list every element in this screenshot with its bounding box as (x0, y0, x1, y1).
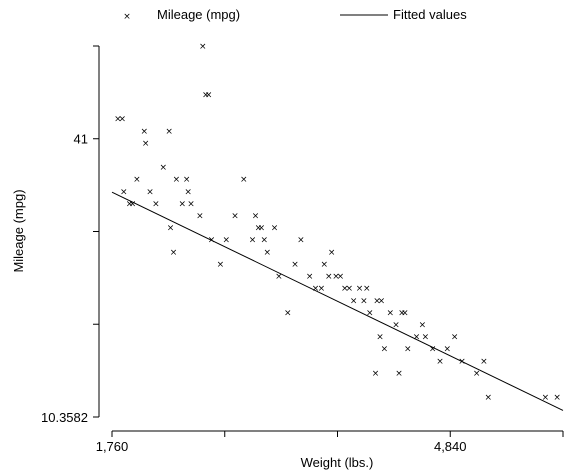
legend-label-fitted: Fitted values (393, 7, 467, 22)
data-point: × (140, 127, 148, 137)
data-point: × (291, 260, 299, 270)
data-point: × (372, 369, 380, 379)
data-point: × (376, 333, 384, 343)
data-point: × (306, 272, 314, 282)
data-point: × (356, 284, 364, 294)
data-point: × (392, 320, 400, 330)
data-point: × (366, 308, 374, 318)
data-point: × (146, 187, 154, 197)
data-point: × (444, 345, 452, 355)
data-point: × (208, 236, 216, 246)
data-point: × (152, 199, 160, 209)
data-point: × (350, 296, 358, 306)
data-point: × (240, 175, 248, 185)
data-point: × (129, 199, 137, 209)
data-point: × (458, 357, 466, 367)
data-point: × (142, 139, 150, 149)
data-point: × (337, 272, 345, 282)
y-tick-label: 10.3582 (41, 410, 88, 425)
data-point: × (451, 333, 459, 343)
data-point: × (373, 296, 381, 306)
x-tick-label: 4,840 (434, 439, 467, 454)
y-tick-label: 41 (74, 132, 88, 147)
data-point: × (429, 345, 437, 355)
data-point: × (341, 284, 349, 294)
data-point: × (114, 115, 122, 125)
data-point: × (485, 393, 493, 403)
data-point: × (263, 248, 271, 258)
data-point: × (275, 272, 283, 282)
scatter-markers: × × × × × × × × × × × × × × × × × × × × × × × × × × × × × × × × × × × × × × × ×… (114, 42, 561, 403)
data-point: × (118, 115, 126, 125)
x-axis-title: Weight (lbs.) (301, 455, 374, 470)
data-point: × (202, 90, 210, 100)
data-point: × (404, 345, 412, 355)
data-point: × (401, 308, 409, 318)
data-point: × (133, 175, 141, 185)
data-point: × (360, 296, 368, 306)
fitted-line-layer (111, 191, 564, 411)
y-axis-title: Mileage (mpg) (11, 189, 26, 272)
data-point: × (249, 236, 257, 246)
data-point: × (363, 284, 371, 294)
data-point: × (436, 357, 444, 367)
data-point: × (553, 393, 561, 403)
axes (98, 46, 563, 432)
data-point: × (173, 175, 181, 185)
data-point: × (252, 212, 260, 222)
data-point: × (542, 393, 550, 403)
x-tick-label: 1,760 (96, 439, 129, 454)
data-point: × (184, 187, 192, 197)
legend: × Mileage (mpg) Fitted values (123, 7, 467, 22)
data-point: × (179, 199, 187, 209)
data-point: × (480, 357, 488, 367)
data-point: × (199, 42, 207, 52)
data-point: × (284, 308, 292, 318)
data-point: × (222, 236, 230, 246)
data-point: × (473, 369, 481, 379)
data-point: × (271, 224, 279, 234)
data-point: × (205, 90, 213, 100)
data-point: × (318, 284, 326, 294)
data-point: × (196, 212, 204, 222)
data-point: × (120, 187, 128, 197)
data-point: × (217, 260, 225, 270)
data-point: × (325, 272, 333, 282)
data-point: × (170, 248, 178, 258)
data-point: × (261, 236, 269, 246)
data-point: × (332, 272, 340, 282)
x-ticks: 1,760 4,840 (96, 431, 564, 454)
data-point: × (321, 260, 329, 270)
data-point: × (183, 175, 191, 185)
data-point: × (422, 333, 430, 343)
data-point: × (312, 284, 320, 294)
data-point: × (255, 224, 263, 234)
data-point: × (297, 236, 305, 246)
data-point: × (258, 224, 266, 234)
data-point: × (419, 320, 427, 330)
data-point: × (187, 199, 195, 209)
data-point: × (328, 248, 336, 258)
fitted-values-line (111, 191, 564, 411)
data-point: × (231, 212, 239, 222)
data-point: × (126, 199, 134, 209)
data-point: × (413, 333, 421, 343)
data-point: × (381, 345, 389, 355)
y-ticks: 10.3582 41 (41, 45, 99, 425)
data-point: × (395, 369, 403, 379)
data-point: × (386, 308, 394, 318)
data-point: × (378, 296, 386, 306)
legend-marker: × (123, 12, 131, 22)
data-point: × (345, 284, 353, 294)
data-point: × (165, 127, 173, 137)
legend-label-mileage: Mileage (mpg) (157, 7, 240, 22)
data-point: × (167, 224, 175, 234)
data-point: × (398, 308, 406, 318)
data-point: × (159, 163, 167, 173)
